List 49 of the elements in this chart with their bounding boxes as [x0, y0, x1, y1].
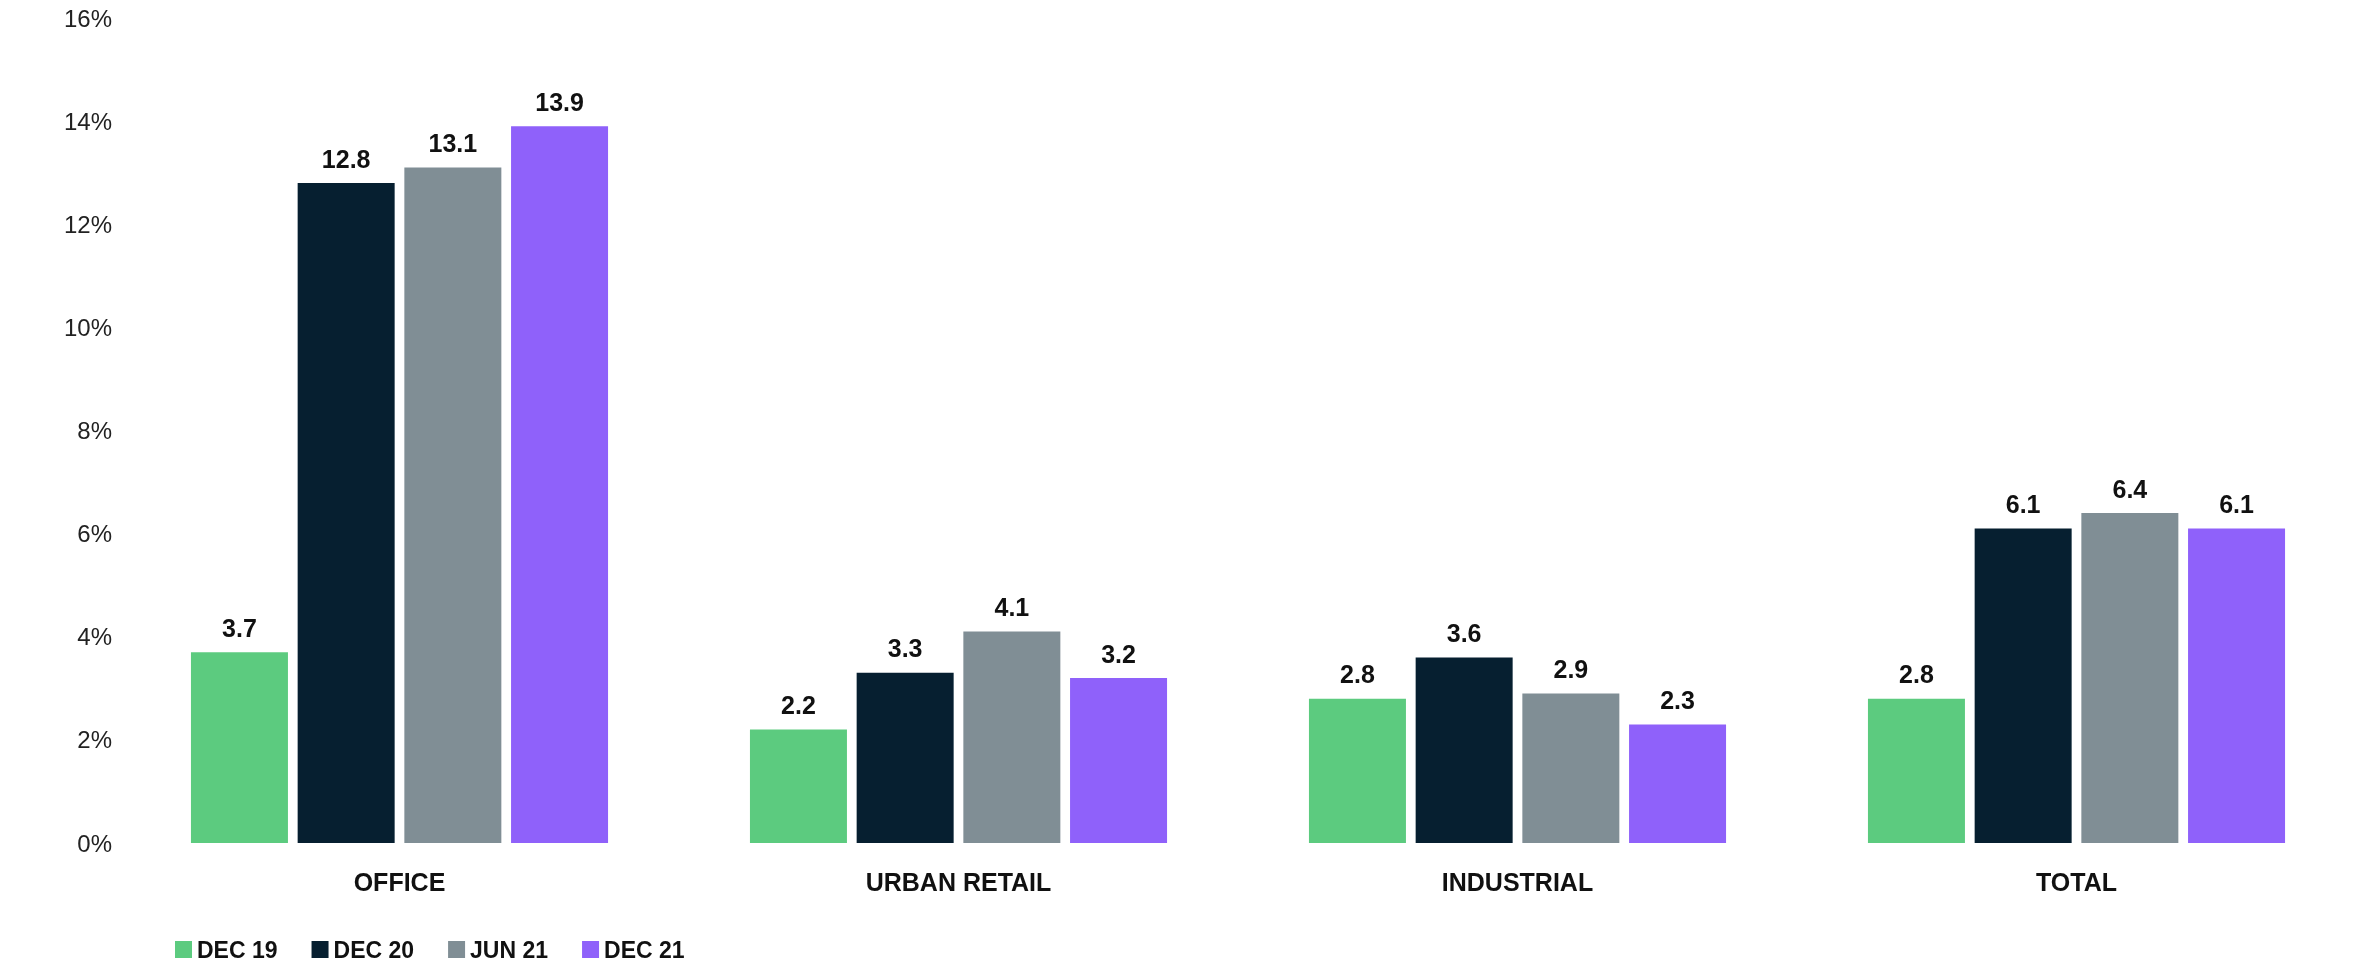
y-tick-label: 14%	[63, 107, 112, 135]
y-tick-label: 8%	[77, 417, 112, 444]
data-label: 2.2	[781, 691, 816, 720]
data-label: 13.9	[535, 87, 584, 116]
data-label: 13.1	[428, 129, 478, 158]
data-label: 6.1	[2219, 489, 2255, 518]
legend-label: DEC 21	[604, 936, 685, 963]
y-tick-label: 0%	[77, 829, 112, 857]
data-label: 4.1	[994, 593, 1030, 622]
data-label: 12.8	[321, 144, 371, 173]
bar	[1522, 693, 1620, 843]
y-tick-label: 2%	[77, 726, 112, 754]
bar	[749, 729, 847, 843]
x-tick-label: INDUSTRIAL	[1441, 867, 1594, 896]
data-label: 2.9	[1553, 654, 1589, 683]
x-tick-label: OFFICE	[353, 867, 446, 896]
bar	[1629, 724, 1727, 843]
y-tick-label: 4%	[77, 623, 112, 651]
bar	[963, 631, 1061, 843]
y-tick-label: 12%	[63, 210, 112, 238]
legend-label: DEC 20	[333, 936, 415, 963]
bar	[190, 652, 288, 843]
data-label: 2.3	[1660, 685, 1695, 714]
data-label: 2.8	[1340, 660, 1375, 689]
bar	[856, 672, 954, 843]
data-label: 3.7	[222, 613, 257, 642]
data-label: 6.1	[2005, 489, 2041, 518]
bar	[1415, 657, 1513, 843]
legend-label: DEC 19	[197, 936, 278, 963]
x-tick-label: TOTAL	[2035, 867, 2118, 896]
data-label: 3.2	[1101, 639, 1136, 668]
bar	[1308, 698, 1406, 843]
x-tick-label: URBAN RETAIL	[865, 867, 1052, 896]
y-tick-label: 6%	[77, 520, 112, 548]
bar	[1867, 698, 1965, 843]
bar	[297, 183, 395, 843]
bar	[511, 126, 609, 843]
data-label: 3.3	[887, 634, 923, 663]
y-tick-label: 16%	[63, 4, 112, 32]
data-label: 3.6	[1446, 618, 1482, 647]
data-label: 6.4	[2112, 474, 2148, 503]
bar	[1070, 678, 1168, 843]
bar	[2188, 528, 2286, 843]
legend-label: JUN 21	[470, 936, 549, 963]
bar	[2081, 513, 2179, 843]
data-label: 2.8	[1899, 660, 1934, 689]
bar	[1974, 528, 2072, 843]
y-tick-label: 10%	[63, 313, 112, 341]
bar	[404, 167, 502, 843]
